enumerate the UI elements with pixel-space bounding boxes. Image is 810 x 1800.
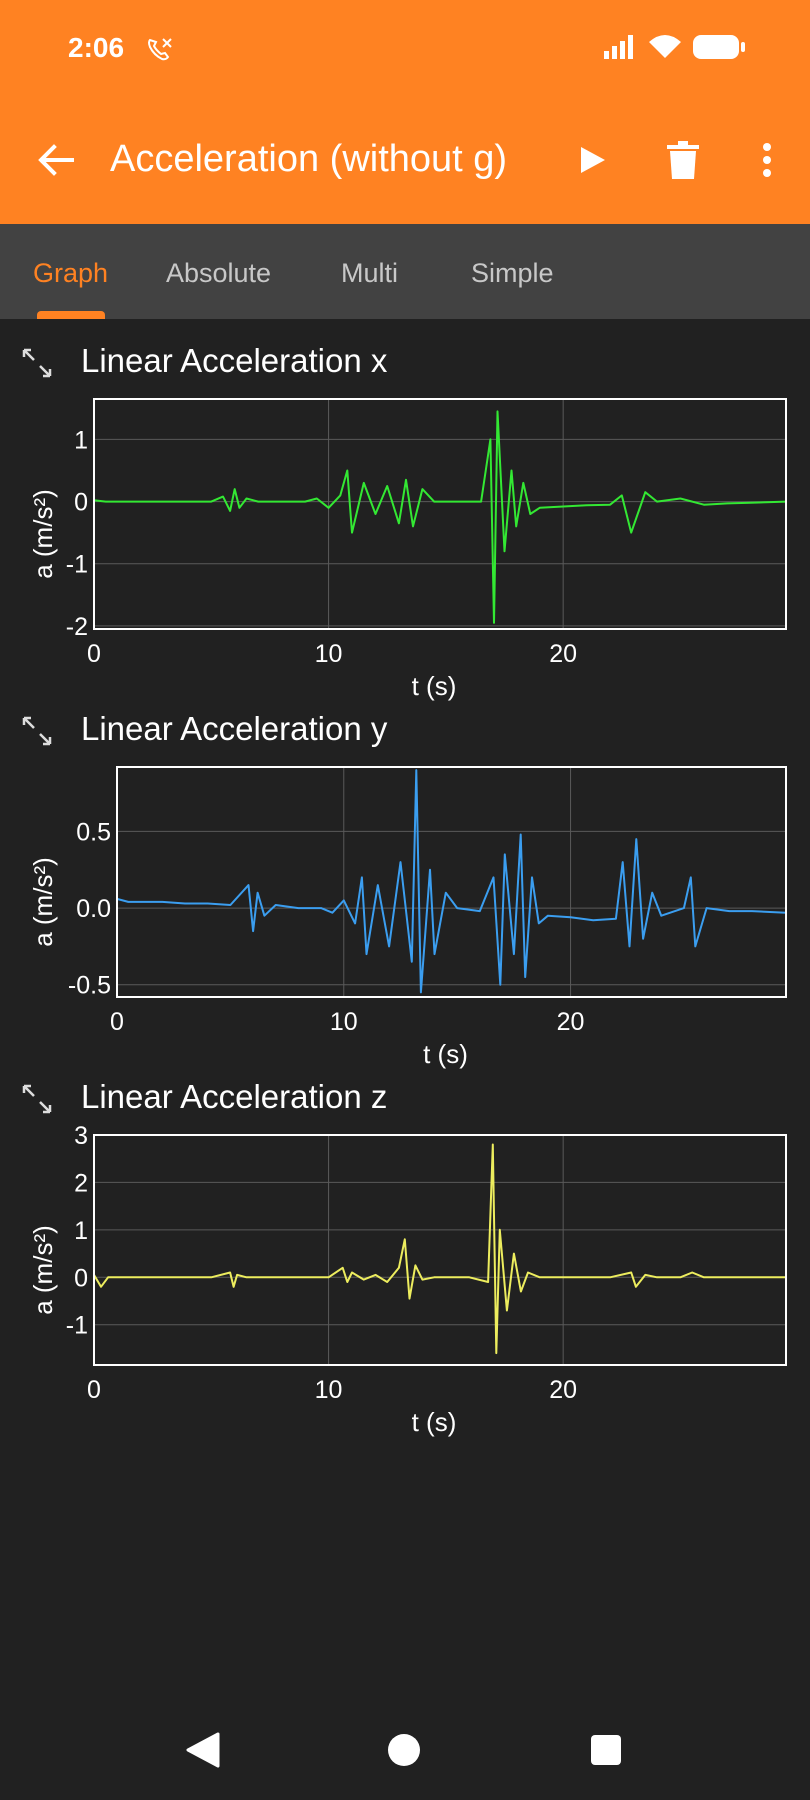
status-time: 2:06 [68, 32, 125, 63]
status-icons [604, 34, 746, 65]
play-icon [581, 147, 605, 173]
series-line [93, 410, 787, 624]
square-recents-icon [591, 1735, 621, 1765]
trash-icon [667, 141, 699, 179]
more-vert-icon [763, 143, 771, 177]
tab-bar: Graph Absolute Multi Simple [0, 224, 810, 319]
app-bar: 2:06 [0, 0, 810, 224]
x-axis-label: t (s) [412, 1407, 457, 1437]
y-tick-label: 0 [74, 1264, 88, 1292]
expand-icon[interactable] [22, 716, 52, 746]
x-tick-label: 10 [315, 640, 343, 668]
nav-recents-button[interactable] [586, 1730, 626, 1770]
y-axis-label: a (m/s²) [28, 1225, 58, 1315]
graph-title-x: Linear Acceleration x [81, 342, 388, 379]
more-options-button[interactable] [745, 138, 789, 182]
y-tick-label: 1 [74, 1217, 88, 1245]
y-tick-label: 2 [74, 1169, 88, 1197]
x-tick-label: 0 [87, 1376, 101, 1404]
plot-area [117, 767, 786, 997]
series-line [93, 1143, 786, 1355]
delete-button[interactable] [661, 138, 705, 182]
plot-area [94, 1135, 786, 1365]
x-axis-label: t (s) [423, 1039, 468, 1069]
y-tick-label: 0.5 [76, 818, 111, 846]
x-tick-label: 10 [315, 1376, 343, 1404]
signal-icon [604, 35, 638, 64]
x-tick-label: 0 [87, 640, 101, 668]
x-tick-label: 20 [557, 1008, 585, 1036]
plot-area [94, 399, 786, 629]
play-button[interactable] [570, 138, 614, 182]
tab-simple[interactable]: Simple [471, 258, 554, 288]
battery-icon [692, 34, 746, 65]
wifi-calling-icon [146, 36, 174, 67]
plot-frame [116, 766, 787, 998]
nav-back-button[interactable] [183, 1730, 223, 1770]
y-tick-label: -0.5 [68, 972, 111, 1000]
y-axis-label: a (m/s²) [28, 857, 58, 947]
graph-title-y: Linear Acceleration y [81, 710, 388, 747]
page-title: Acceleration (without g) [110, 138, 508, 180]
plot-frame [93, 398, 787, 630]
y-tick-label: 0.0 [76, 895, 111, 923]
y-tick-label: -2 [66, 613, 88, 641]
x-axis-label: t (s) [412, 671, 457, 701]
x-tick-label: 0 [110, 1008, 124, 1036]
graph-title-z: Linear Acceleration z [81, 1078, 388, 1115]
expand-icon[interactable] [22, 1084, 52, 1114]
triangle-back-icon [186, 1732, 220, 1768]
plot-frame [93, 1134, 787, 1366]
circle-home-icon [388, 1734, 420, 1766]
series-line [116, 769, 787, 994]
nav-home-button[interactable] [384, 1730, 424, 1770]
wifi-icon [648, 34, 682, 65]
expand-icon[interactable] [22, 348, 52, 378]
navigation-bar [0, 1700, 810, 1800]
y-tick-label: 3 [74, 1122, 88, 1150]
y-tick-label: -1 [66, 551, 88, 579]
back-button[interactable] [34, 138, 78, 182]
tab-indicator [37, 311, 105, 319]
y-axis-label: a (m/s²) [28, 489, 58, 579]
x-tick-label: 20 [549, 1376, 577, 1404]
tab-multi[interactable]: Multi [341, 258, 399, 288]
tab-graph[interactable]: Graph [33, 258, 109, 288]
tab-absolute[interactable]: Absolute [166, 258, 272, 288]
y-tick-label: 0 [74, 489, 88, 517]
y-tick-label: -1 [66, 1312, 88, 1340]
arrow-left-icon [38, 144, 74, 176]
y-tick-label: 1 [74, 426, 88, 454]
x-tick-label: 10 [330, 1008, 358, 1036]
x-tick-label: 20 [549, 640, 577, 668]
